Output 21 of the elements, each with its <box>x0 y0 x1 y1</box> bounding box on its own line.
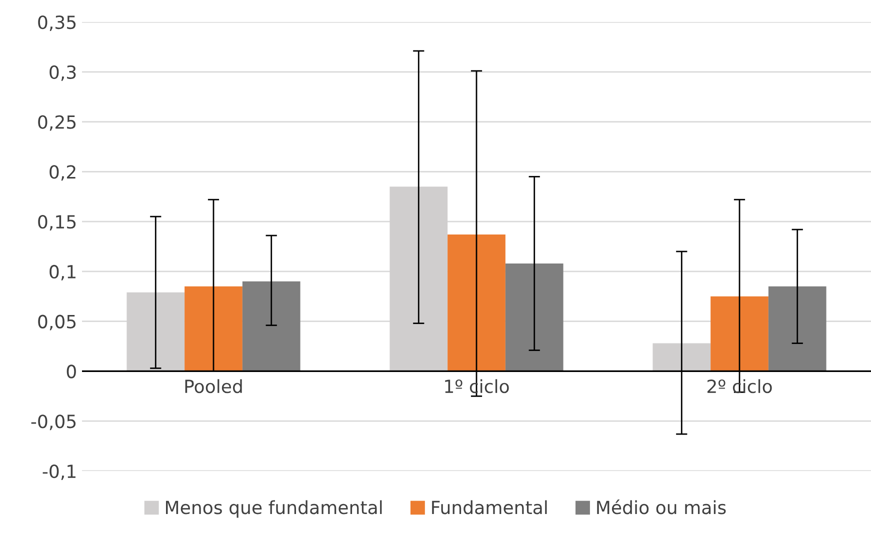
y-tick-label: 0,25 <box>38 115 76 131</box>
bar <box>652 343 711 372</box>
y-tick-label: -0,05 <box>31 414 76 430</box>
bar <box>505 263 564 372</box>
x-tick-label: Pooled <box>185 379 242 394</box>
bar <box>242 281 300 372</box>
y-tick-label: 0,35 <box>38 15 76 31</box>
legend-label: Fundamental <box>432 500 547 514</box>
bar <box>710 296 768 372</box>
bar <box>448 234 506 372</box>
y-tick-label: 0,15 <box>38 215 76 231</box>
y-tick-label: -0,1 <box>42 464 76 480</box>
y-tick-label: 0,1 <box>50 264 76 280</box>
bar <box>184 286 242 372</box>
y-tick-label: 0,3 <box>50 65 76 81</box>
legend-label: Menos que fundamental <box>166 500 382 518</box>
bar <box>768 286 826 372</box>
y-tick-label: 0,05 <box>38 314 76 330</box>
legend-label: Médio ou mais <box>597 500 726 514</box>
y-tick-label: 0 <box>66 364 76 378</box>
y-tick-label: 0,2 <box>50 165 76 181</box>
